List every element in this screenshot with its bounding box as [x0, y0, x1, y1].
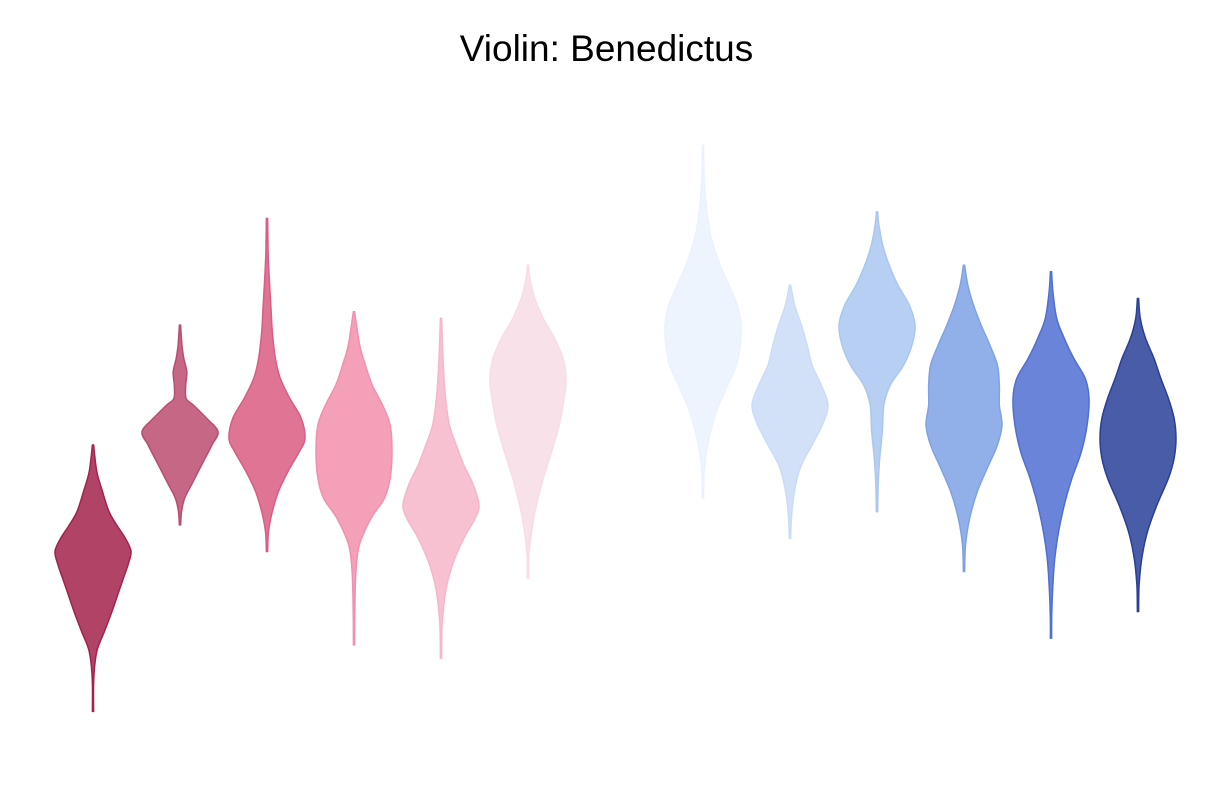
violin-11: [1012, 271, 1090, 639]
violin-group: [54, 144, 1177, 713]
violin-5: [402, 317, 480, 659]
violin-6: [489, 264, 567, 579]
violin-7: [664, 144, 742, 500]
violin-10: [925, 264, 1003, 573]
violin-4: [315, 311, 393, 646]
violin-1: [54, 444, 132, 713]
violin-8: [751, 284, 829, 539]
violin-3: [228, 217, 306, 553]
violin-9: [838, 211, 916, 513]
violin-2: [141, 324, 219, 526]
chart-title: Violin: Benedictus: [459, 28, 754, 69]
violin-12: [1099, 297, 1177, 613]
